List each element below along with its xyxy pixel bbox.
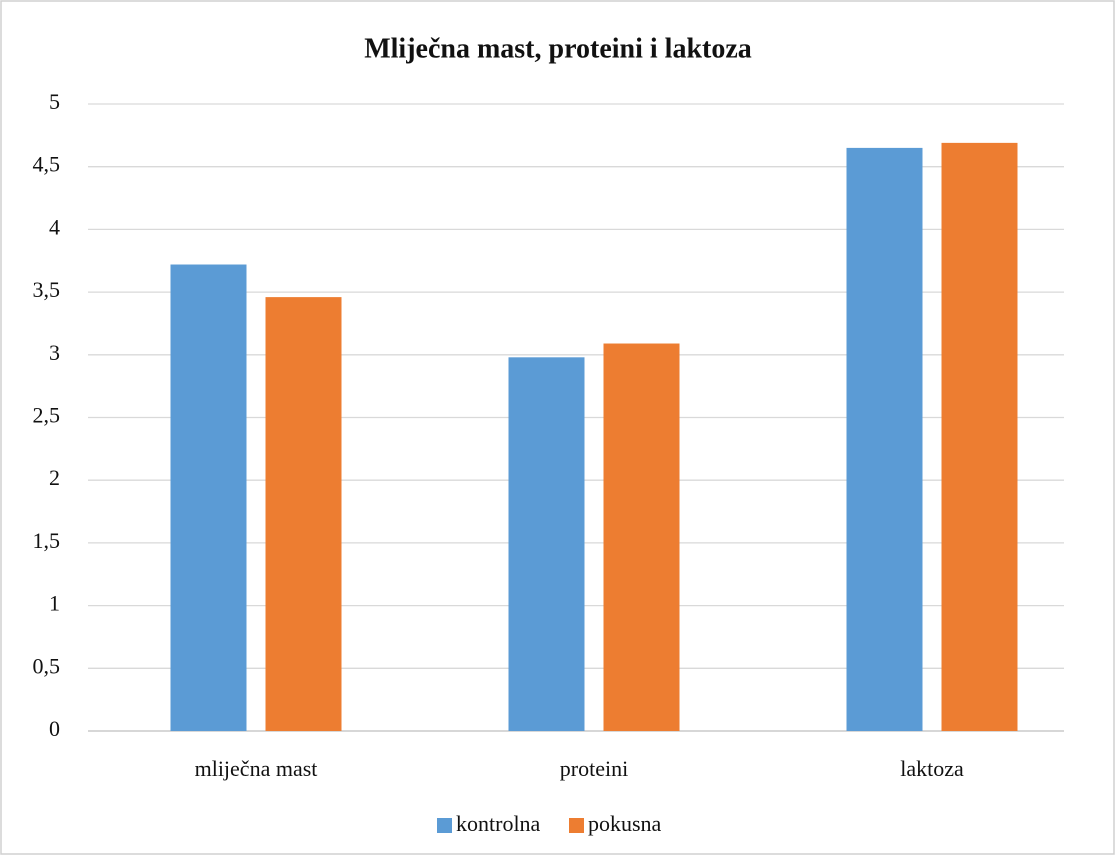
x-tick-label: proteini — [560, 756, 628, 781]
bar — [846, 147, 923, 731]
x-tick-label: laktoza — [900, 756, 964, 781]
y-tick-label: 5 — [49, 89, 60, 114]
legend-label: pokusna — [588, 811, 662, 836]
y-tick-label: 1,5 — [33, 528, 61, 553]
y-tick-label: 2,5 — [33, 403, 61, 428]
legend-label: kontrolna — [456, 811, 541, 836]
y-tick-label: 2 — [49, 465, 60, 490]
y-tick-label: 3 — [49, 340, 60, 365]
y-tick-label: 0,5 — [33, 653, 61, 678]
y-tick-label: 3,5 — [33, 277, 61, 302]
x-tick-label: mliječna mast — [195, 756, 318, 781]
y-tick-label: 4,5 — [33, 152, 61, 177]
chart-title: Mliječna mast, proteini i laktoza — [364, 33, 752, 64]
bar — [603, 343, 680, 731]
bar — [170, 264, 247, 731]
y-tick-label: 4 — [49, 214, 60, 239]
legend-swatch — [569, 818, 584, 833]
y-tick-label: 1 — [49, 591, 60, 616]
legend-swatch — [437, 818, 452, 833]
y-tick-label: 0 — [49, 716, 60, 741]
bar — [508, 357, 585, 731]
bar — [265, 297, 342, 731]
bar — [941, 142, 1018, 731]
